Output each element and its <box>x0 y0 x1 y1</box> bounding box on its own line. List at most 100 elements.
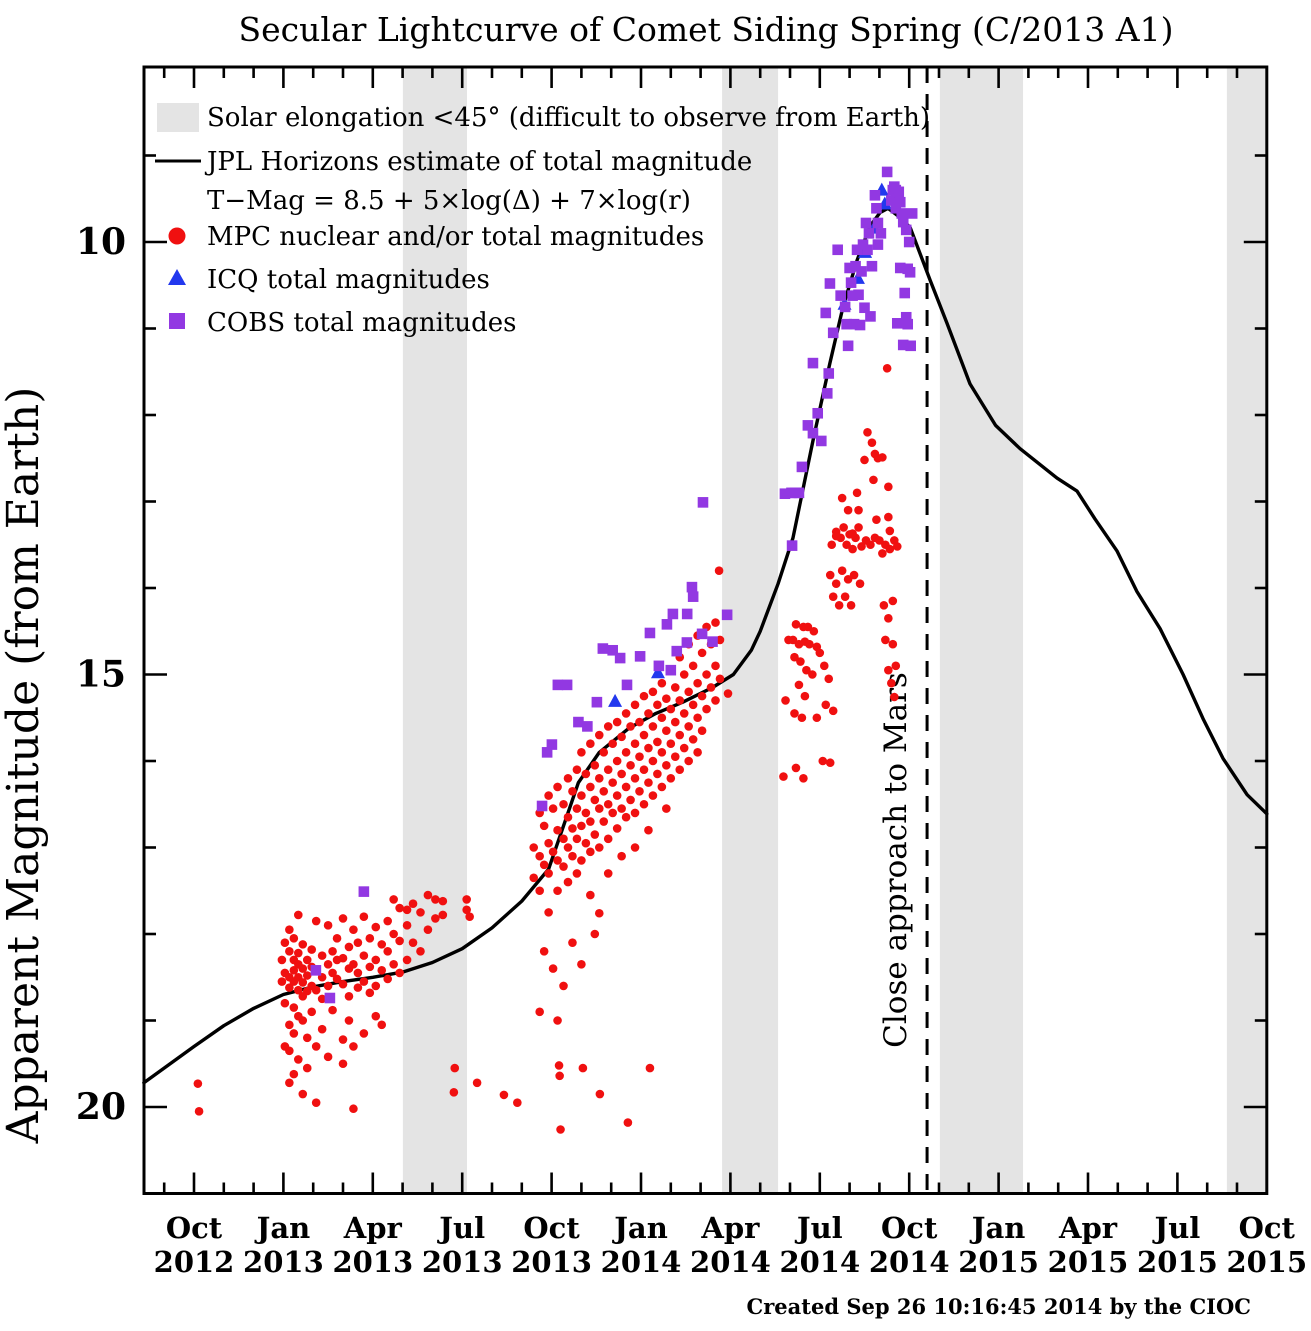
cobs-point <box>842 340 854 352</box>
mpc-point <box>395 903 404 913</box>
x-tick-month: Oct <box>523 1211 580 1245</box>
cobs-point <box>903 236 915 248</box>
mpc-point <box>617 732 626 742</box>
cobs-point <box>812 407 824 419</box>
mpc-point <box>621 709 631 718</box>
mpc-point <box>194 1107 204 1116</box>
cobs-point <box>872 239 884 250</box>
mpc-point <box>818 756 828 766</box>
chart-title: Secular Lightcurve of Comet Siding Sprin… <box>238 10 1174 49</box>
mpc-point <box>289 1003 299 1012</box>
x-tick-month: Apr <box>700 1211 760 1245</box>
mpc-point <box>383 947 393 956</box>
mpc-point <box>645 1063 655 1073</box>
mpc-point <box>599 786 609 796</box>
mpc-point <box>402 955 412 965</box>
x-tick-month: Jan <box>254 1211 311 1245</box>
cobs-point <box>854 319 866 331</box>
mpc-point <box>662 694 671 704</box>
mpc-point <box>553 825 562 835</box>
mpc-point <box>679 709 689 718</box>
mpc-point <box>594 843 604 852</box>
cobs-point <box>890 202 902 214</box>
cobs-point <box>899 287 911 299</box>
mpc-point <box>450 1063 460 1073</box>
mpc-point <box>675 696 685 705</box>
cobs-point <box>820 307 832 319</box>
mpc-point <box>653 769 662 779</box>
mpc-point <box>389 895 398 904</box>
mpc-point <box>572 834 582 844</box>
mpc-point <box>630 843 640 852</box>
mpc-point <box>359 1029 369 1038</box>
mpc-point <box>548 964 558 973</box>
mpc-point <box>323 981 333 991</box>
legend-cobs-label: COBS total magnitudes <box>207 308 516 338</box>
cobs-point <box>687 591 699 602</box>
cobs-point <box>850 260 861 272</box>
mpc-point <box>878 453 887 462</box>
mpc-point <box>854 523 863 532</box>
mpc-point <box>577 959 586 969</box>
y-tick-label: 20 <box>76 1086 126 1128</box>
mpc-point <box>307 945 317 954</box>
mpc-point <box>842 540 851 550</box>
mpc-point <box>332 934 342 943</box>
mpc-point <box>499 1090 509 1100</box>
cobs-point <box>893 186 905 198</box>
mpc-point <box>657 678 667 688</box>
mpc-point <box>555 1071 564 1081</box>
mpc-point <box>349 959 358 969</box>
mpc-point <box>621 782 631 792</box>
legend-icq-swatch <box>168 269 186 285</box>
mpc-point <box>465 912 474 921</box>
cobs-point <box>671 645 683 657</box>
mpc-point <box>831 531 841 541</box>
solar-elongation-band <box>722 67 779 1194</box>
mpc-point <box>644 825 653 835</box>
mpc-point <box>790 652 799 662</box>
mpc-point <box>653 700 662 710</box>
cobs-point <box>875 228 887 239</box>
mpc-point <box>890 692 899 702</box>
y-tick-label: 10 <box>76 221 126 263</box>
mpc-point <box>371 922 381 932</box>
cobs-point <box>865 311 876 322</box>
mpc-point <box>323 1052 333 1062</box>
mpc-point <box>617 851 626 861</box>
mpc-point <box>302 1063 312 1073</box>
mpc-point <box>828 706 838 716</box>
mpc-point <box>535 851 544 861</box>
cobs-point <box>665 664 677 676</box>
mpc-point <box>848 544 857 554</box>
x-tick-year: 2014 <box>779 1245 860 1279</box>
x-tick-year: 2015 <box>1048 1245 1129 1279</box>
x-tick-year: 2013 <box>422 1245 503 1279</box>
mpc-point <box>577 791 586 800</box>
cobs-point <box>358 886 370 897</box>
mpc-point <box>644 709 653 718</box>
cobs-point <box>848 318 860 330</box>
mpc-point <box>395 968 404 978</box>
cobs-point <box>845 277 857 288</box>
mpc-point <box>535 886 544 896</box>
mpc-point <box>891 661 901 671</box>
mpc-point <box>648 687 658 697</box>
x-tick-year: 2015 <box>1137 1245 1218 1279</box>
mpc-point <box>697 648 707 658</box>
mpc-point <box>371 955 381 965</box>
mpc-point <box>298 940 308 949</box>
mpc-point <box>563 843 573 852</box>
mpc-point <box>285 1020 294 1030</box>
mpc-point <box>791 620 801 629</box>
cobs-point <box>853 289 864 301</box>
mpc-point <box>879 601 889 610</box>
cobs-point <box>779 488 791 500</box>
mpc-point <box>307 1007 317 1017</box>
mpc-point <box>535 1007 544 1017</box>
mpc-point <box>639 730 649 740</box>
mpc-point <box>803 622 813 632</box>
mpc-point <box>635 717 644 727</box>
cobs-point <box>541 747 553 758</box>
